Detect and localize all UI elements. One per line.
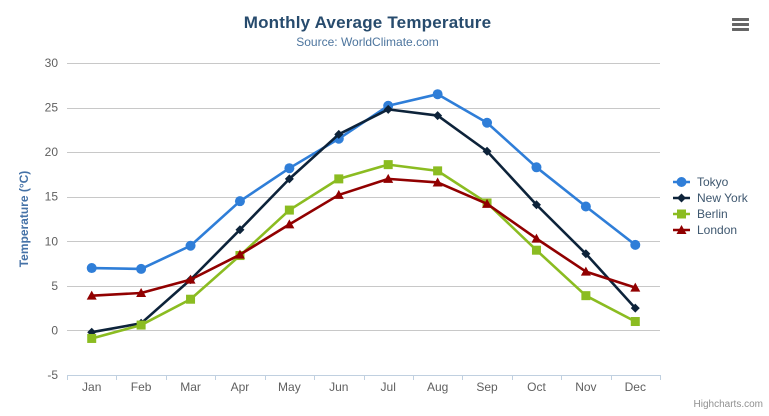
legend: Tokyo New York Berlin London <box>673 174 748 238</box>
x-axis-labels: Jan Feb Mar Apr May Jun Jul Aug Sep Oct Nov Dec <box>82 380 646 394</box>
svg-text:20: 20 <box>45 145 59 159</box>
svg-text:Apr: Apr <box>231 380 250 394</box>
hamburger-bar <box>732 23 749 26</box>
series-london[interactable] <box>86 173 641 300</box>
hamburger-bar <box>732 18 749 21</box>
legend-item-berlin[interactable]: Berlin <box>673 206 748 222</box>
legend-item-new-york[interactable]: New York <box>673 190 748 206</box>
highcharts-credits-link[interactable]: Highcharts.com <box>693 399 763 410</box>
legend-label: Tokyo <box>697 175 729 189</box>
legend-item-london[interactable]: London <box>673 222 748 238</box>
svg-text:Feb: Feb <box>131 380 152 394</box>
svg-text:Jan: Jan <box>82 380 101 394</box>
series-tokyo[interactable] <box>86 89 641 274</box>
legend-label: New York <box>697 191 748 205</box>
svg-text:Jul: Jul <box>381 380 396 394</box>
svg-text:Aug: Aug <box>427 380 448 394</box>
y-gridlines <box>67 63 660 331</box>
y-axis-labels: -5 0 5 10 15 20 25 30 <box>45 56 59 382</box>
legend-label: Berlin <box>697 207 728 221</box>
svg-text:Dec: Dec <box>625 380 646 394</box>
svg-text:5: 5 <box>51 279 58 293</box>
svg-text:30: 30 <box>45 56 59 70</box>
hamburger-bar <box>732 28 749 31</box>
svg-text:15: 15 <box>45 190 59 204</box>
chart-title: Monthly Average Temperature <box>243 13 492 32</box>
svg-text:Mar: Mar <box>180 380 201 394</box>
svg-text:Oct: Oct <box>527 380 546 394</box>
svg-text:-5: -5 <box>47 368 58 382</box>
chart-subtitle: Source: WorldClimate.com <box>296 35 439 49</box>
svg-text:0: 0 <box>51 323 58 337</box>
svg-text:Nov: Nov <box>575 380 596 394</box>
svg-text:Jun: Jun <box>329 380 348 394</box>
legend-diamond-marker-icon <box>673 193 690 203</box>
series-new-york[interactable] <box>87 104 640 337</box>
legend-circle-marker-icon <box>673 177 690 187</box>
svg-text:May: May <box>278 380 301 394</box>
svg-text:25: 25 <box>45 101 59 115</box>
legend-item-tokyo[interactable]: Tokyo <box>673 174 748 190</box>
svg-text:10: 10 <box>45 234 59 248</box>
x-axis <box>67 375 661 380</box>
legend-triangle-marker-icon <box>673 225 690 234</box>
legend-label: London <box>697 223 738 237</box>
y-axis-title: Temperature (°C) <box>17 170 31 268</box>
legend-square-marker-icon <box>673 209 690 219</box>
svg-text:Sep: Sep <box>476 380 498 394</box>
export-menu-icon[interactable] <box>732 18 749 31</box>
